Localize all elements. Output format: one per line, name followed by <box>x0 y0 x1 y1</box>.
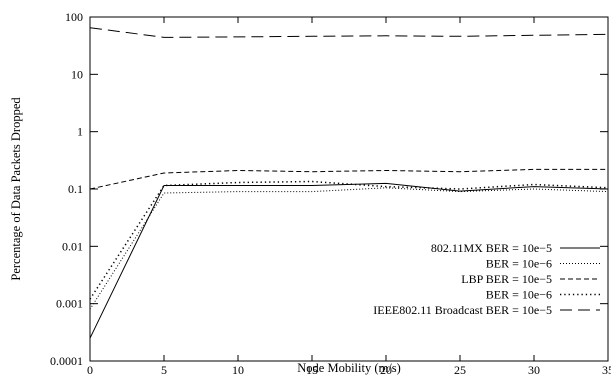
x-tick-label: 15 <box>306 363 318 375</box>
y-tick-label: 10 <box>71 67 83 81</box>
x-axis-label: Node Mobility (m/s) <box>297 361 400 375</box>
series-line-2 <box>89 187 609 310</box>
series-line-5 <box>89 27 609 38</box>
y-tick-label: 1 <box>77 125 83 139</box>
y-tick-label: 100 <box>65 10 83 24</box>
x-tick-label: 35 <box>602 363 611 375</box>
legend-label-1: 802.11MX BER = 10e−5 <box>431 241 552 255</box>
x-tick-label: 10 <box>232 363 244 375</box>
series-line-1 <box>89 182 609 339</box>
legend-label-5: IEEE802.11 Broadcast BER = 10e−5 <box>373 303 552 317</box>
x-tick-label: 25 <box>454 363 466 375</box>
y-tick-label: 0.1 <box>68 182 83 196</box>
y-tick-label: 0.01 <box>62 239 83 253</box>
series-lines <box>89 27 609 339</box>
legend-label-2: BER = 10e−6 <box>486 257 552 271</box>
x-tick-label: 30 <box>528 363 540 375</box>
y-tick-label: 0.0001 <box>50 354 83 368</box>
x-tick-label: 5 <box>161 363 167 375</box>
ticks: 0 5 10 15 20 25 30 35 0.0001 0.001 0.01 0.1 1 10 100 <box>50 10 611 375</box>
x-tick-label: 0 <box>87 363 93 375</box>
legend-label-4: BER = 10e−6 <box>486 288 552 302</box>
y-tick-label: 0.001 <box>56 297 83 311</box>
series-line-3 <box>89 168 608 190</box>
x-tick-label: 20 <box>380 363 392 375</box>
y-axis-label: Percentage of Data Packets Dropped <box>9 97 23 281</box>
legend-label-3: LBP BER = 10e−5 <box>461 272 552 286</box>
